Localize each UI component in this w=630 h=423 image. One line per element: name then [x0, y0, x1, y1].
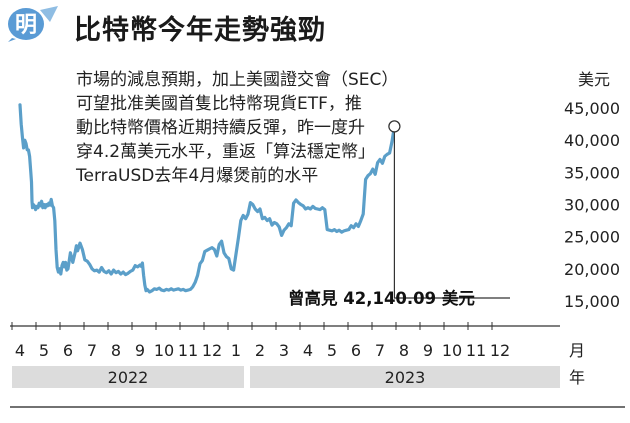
- description-line: 市場的減息預期，加上美國證交會（SEC）: [76, 70, 399, 90]
- x-month-label: 1: [231, 341, 241, 360]
- x-month-label: 12: [202, 341, 222, 360]
- x-month-label: 4: [15, 341, 25, 360]
- x-month-label: 4: [303, 341, 313, 360]
- y-unit-label: 美元: [578, 70, 610, 89]
- y-tick-label: 35,000: [564, 163, 620, 182]
- year-band: [250, 366, 560, 388]
- chart-axes: [10, 322, 625, 408]
- x-month-label: 10: [442, 341, 462, 360]
- x-month-label: 10: [154, 341, 174, 360]
- price-line: [18, 103, 396, 294]
- logo-char: 明: [15, 13, 37, 38]
- x-month-unit: 月: [569, 341, 585, 360]
- x-month-label: 8: [111, 341, 121, 360]
- x-month-label: 8: [399, 341, 409, 360]
- header: 明 比特幣今年走勢強勁: [0, 0, 630, 52]
- description-line: 動比特幣價格近期持續反彈，昨一度升: [76, 118, 365, 138]
- annotation-leader: [393, 131, 510, 299]
- x-month-label: 2: [255, 341, 265, 360]
- x-month-label: 5: [327, 341, 337, 360]
- peak-marker: [388, 120, 401, 133]
- y-tick-label: 20,000: [564, 260, 620, 279]
- x-year-unit: 年: [569, 368, 585, 387]
- x-month-label: 11: [466, 341, 486, 360]
- x-month-label: 5: [39, 341, 49, 360]
- description-line: 穿4.2萬美元水平，重返「算法穩定幣」: [76, 142, 376, 162]
- y-tick-label: 25,000: [564, 228, 620, 247]
- y-tick-label: 40,000: [564, 131, 620, 150]
- x-month-label: 7: [375, 341, 385, 360]
- y-tick-label: 45,000: [564, 99, 620, 118]
- x-month-label: 7: [87, 341, 97, 360]
- plot-area: 曾高見 42,140.09 美元: [18, 103, 510, 308]
- x-month-label: 3: [279, 341, 289, 360]
- chart-title: 比特幣今年走勢強勁: [74, 15, 326, 46]
- year-label: 2023: [385, 368, 426, 387]
- y-tick-label: 15,000: [564, 292, 620, 311]
- x-month-label: 12: [490, 341, 510, 360]
- x-month-label: 9: [135, 341, 145, 360]
- description-line: TerraUSD去年4月爆煲前的水平: [76, 166, 319, 186]
- x-month-label: 11: [178, 341, 198, 360]
- description-line: 可望批准美國首隻比特幣現貨ETF，推: [76, 94, 362, 114]
- year-label: 2022: [108, 368, 149, 387]
- x-month-label: 6: [63, 341, 73, 360]
- year-band: [12, 366, 244, 388]
- ming-pao-logo: 明: [8, 6, 58, 42]
- y-axis-labels: 美元 45,000 40,000 35,000 30,000 25,000 20,000 15…: [564, 70, 620, 311]
- x-month-label: 6: [351, 341, 361, 360]
- peak-annotation: 曾高見 42,140.09 美元: [288, 288, 475, 308]
- x-month-label: 9: [423, 341, 433, 360]
- y-tick-label: 30,000: [564, 196, 620, 215]
- description-text: 市場的減息預期，加上美國證交會（SEC） 可望批准美國首隻比特幣現貨ETF，推 …: [76, 68, 504, 188]
